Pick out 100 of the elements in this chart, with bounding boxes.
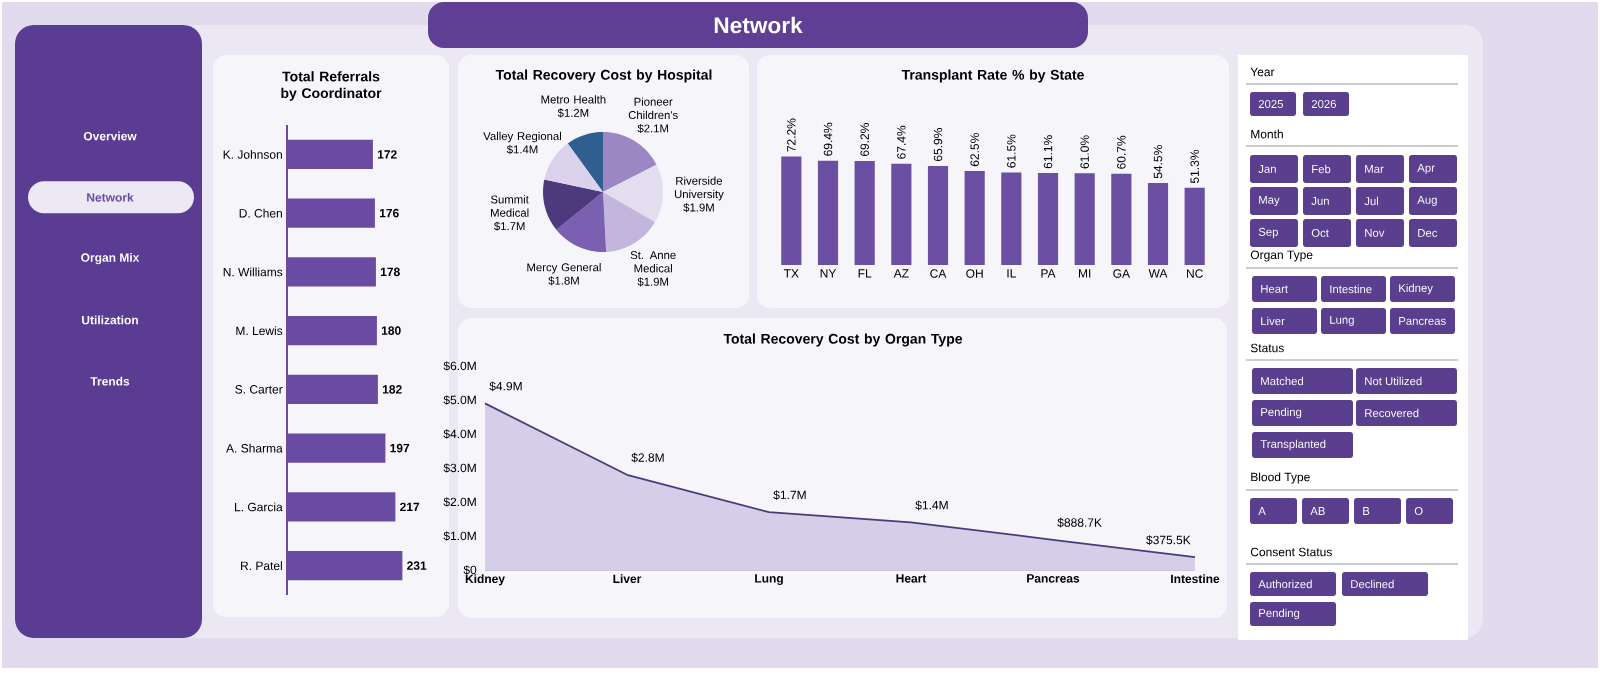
slice-label: Summit Medical bbox=[490, 195, 529, 217]
y-tick-label: $5.0M bbox=[443, 395, 476, 405]
data-label: $2.1M bbox=[637, 123, 668, 134]
bar bbox=[1147, 183, 1169, 265]
text: Not Utilized bbox=[1365, 376, 1422, 386]
bar bbox=[1074, 173, 1095, 265]
data-label: 178 bbox=[380, 267, 400, 277]
data-label: 67.4% bbox=[897, 125, 906, 159]
y-tick-label: $0 bbox=[463, 565, 477, 575]
text: AB bbox=[1310, 507, 1325, 515]
data-label: $4.9M bbox=[489, 381, 522, 392]
y-tick-label: $3.0M bbox=[443, 463, 476, 473]
bar bbox=[927, 165, 949, 265]
data-label: 65.9% bbox=[933, 128, 943, 162]
y-tick-label: L. Garcia bbox=[235, 502, 283, 512]
y-tick-label: R. Patel bbox=[241, 561, 282, 571]
text: Recovered bbox=[1365, 408, 1419, 418]
text: O bbox=[1414, 507, 1423, 515]
x-tick-label: FL bbox=[858, 269, 872, 278]
data-label: $1.7M bbox=[494, 221, 525, 231]
x-tick-label: Kidney bbox=[465, 574, 505, 586]
text: Lung bbox=[1330, 315, 1354, 327]
x-tick-label: AZ bbox=[893, 269, 909, 278]
x-tick-label: TX bbox=[783, 269, 799, 278]
text: Organ Type bbox=[1250, 250, 1313, 262]
text: Month bbox=[1251, 129, 1283, 139]
x-tick-label: Pancreas bbox=[1027, 574, 1080, 583]
text: B bbox=[1363, 507, 1370, 515]
data-label: 217 bbox=[400, 502, 420, 512]
text: Kidney bbox=[1399, 283, 1433, 295]
slice-label: Valley Regional bbox=[483, 131, 561, 143]
chart-title: Total Referrals by Coordinator bbox=[281, 71, 382, 101]
text: Intestine bbox=[1330, 284, 1372, 294]
data-label: 69.2% bbox=[860, 123, 869, 157]
y-tick-label: $2.0M bbox=[443, 497, 476, 507]
data-label: $1.7M bbox=[773, 490, 806, 500]
y-tick-label: $6.0M bbox=[443, 361, 476, 371]
data-label: $375.5K bbox=[1146, 535, 1191, 545]
x-tick-label: OH bbox=[966, 269, 983, 278]
data-label: 61.0% bbox=[1080, 135, 1089, 169]
chart-title: Total Recovery Cost by Hospital bbox=[495, 69, 712, 83]
bar bbox=[891, 163, 912, 265]
text: Overview bbox=[83, 131, 137, 141]
text: Jul bbox=[1364, 196, 1378, 206]
slice-label: Pioneer Children's bbox=[628, 97, 678, 120]
data-label: $888.7K bbox=[1057, 517, 1102, 528]
data-label: 60.7% bbox=[1117, 135, 1126, 169]
bar bbox=[1001, 172, 1022, 265]
text: Authorized bbox=[1258, 579, 1312, 589]
slice-label: Riverside University bbox=[674, 176, 724, 201]
data-label: $2.8M bbox=[631, 452, 664, 463]
chart-title: Transplant Rate % by State bbox=[901, 69, 1084, 83]
x-tick-label: NC bbox=[1186, 269, 1203, 278]
text: Dec bbox=[1418, 229, 1438, 237]
text: 2026 bbox=[1311, 99, 1336, 108]
x-tick-label: PA bbox=[1041, 269, 1056, 278]
text: Trends bbox=[90, 376, 130, 386]
text: Consent Status bbox=[1250, 547, 1332, 557]
bar bbox=[964, 171, 985, 265]
data-label: 69.4% bbox=[823, 122, 833, 156]
y-tick-label: K. Johnson bbox=[223, 149, 282, 159]
x-tick-label: CA bbox=[930, 269, 947, 278]
data-label: $1.9M bbox=[637, 277, 668, 287]
x-tick-label: Heart bbox=[896, 574, 927, 583]
text: Pending bbox=[1259, 608, 1300, 620]
text: Heart bbox=[1261, 285, 1288, 293]
slice-label: St. Anne Medical bbox=[630, 251, 676, 273]
data-label: $1.4M bbox=[915, 500, 948, 511]
data-label: 62.5% bbox=[970, 133, 979, 167]
bar bbox=[817, 160, 839, 265]
y-tick-label: N. Williams bbox=[223, 267, 283, 277]
data-label: $1.2M bbox=[557, 108, 589, 118]
data-label: $1.9M bbox=[683, 203, 714, 213]
text: Declined bbox=[1351, 579, 1394, 589]
y-tick-label: A. Sharma bbox=[226, 443, 283, 453]
y-tick-label: S. Carter bbox=[235, 385, 283, 394]
x-tick-label: Liver bbox=[613, 574, 642, 584]
text: Organ Mix bbox=[81, 252, 140, 265]
bar bbox=[1111, 173, 1132, 265]
text: May bbox=[1259, 195, 1280, 207]
text: Blood Type bbox=[1251, 472, 1310, 484]
text: Year bbox=[1250, 67, 1275, 77]
text: 2025 bbox=[1258, 99, 1284, 108]
text: A bbox=[1258, 507, 1266, 515]
data-label: 172 bbox=[377, 150, 397, 159]
slice-label: Mercy General bbox=[527, 263, 601, 274]
text: Network bbox=[714, 16, 803, 34]
x-tick-label: WA bbox=[1148, 269, 1168, 278]
data-label: $1.4M bbox=[506, 144, 538, 155]
text: Pancreas bbox=[1399, 317, 1446, 325]
text: Sep bbox=[1258, 227, 1278, 239]
bar bbox=[854, 160, 875, 265]
text: Oct bbox=[1311, 228, 1329, 237]
data-label: 61.1% bbox=[1043, 135, 1053, 169]
text: Utilization bbox=[82, 315, 138, 325]
text: Transplanted bbox=[1260, 439, 1326, 451]
y-tick-label: D. Chen bbox=[239, 208, 282, 218]
text: Nov bbox=[1365, 229, 1385, 237]
text: Matched bbox=[1261, 376, 1304, 386]
y-tick-label: $1.0M bbox=[443, 531, 476, 541]
